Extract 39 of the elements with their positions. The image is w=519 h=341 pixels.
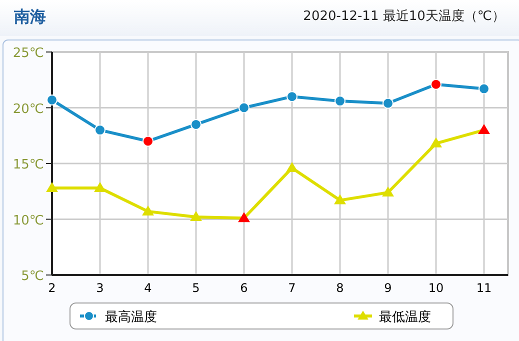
point (190, 211, 202, 222)
point (382, 186, 394, 196)
x-tick-label: 2 (48, 281, 56, 295)
x-tick-label: 10 (428, 281, 444, 295)
point (94, 124, 106, 136)
y-tick-label: 15℃ (12, 158, 44, 172)
legend-label: 最低温度 (379, 309, 431, 325)
y-tick-label: 10℃ (12, 213, 44, 228)
y-tick-label: 20℃ (12, 102, 44, 117)
x-tick-label: 3 (96, 281, 104, 295)
point (190, 118, 202, 130)
x-tick-label: 4 (144, 281, 152, 295)
point (382, 98, 394, 109)
point (478, 124, 490, 134)
point (142, 136, 154, 147)
point (238, 102, 250, 114)
point (94, 182, 106, 192)
x-tick-label: 6 (240, 281, 248, 295)
x-tick-label: 8 (336, 281, 344, 295)
x-tick-label: 7 (288, 281, 296, 295)
point (430, 78, 442, 90)
point (334, 96, 346, 107)
point (46, 182, 58, 192)
point (142, 205, 154, 216)
legend-label: 最高温度 (105, 309, 157, 325)
y-tick-label: 25℃ (12, 46, 44, 61)
point (286, 162, 298, 172)
y-tick-label: 5℃ (21, 269, 44, 284)
x-tick-label: 9 (384, 281, 392, 295)
point (334, 194, 346, 204)
point (430, 137, 442, 148)
point (46, 94, 58, 106)
chart-title: 南海 (13, 7, 46, 26)
x-tick-label: 11 (476, 281, 492, 295)
point (238, 212, 250, 222)
chart-subtitle: 2020-12-11 最近10天温度（℃） (303, 8, 505, 24)
x-tick-label: 5 (192, 281, 200, 295)
point (478, 83, 490, 94)
point (286, 91, 298, 102)
